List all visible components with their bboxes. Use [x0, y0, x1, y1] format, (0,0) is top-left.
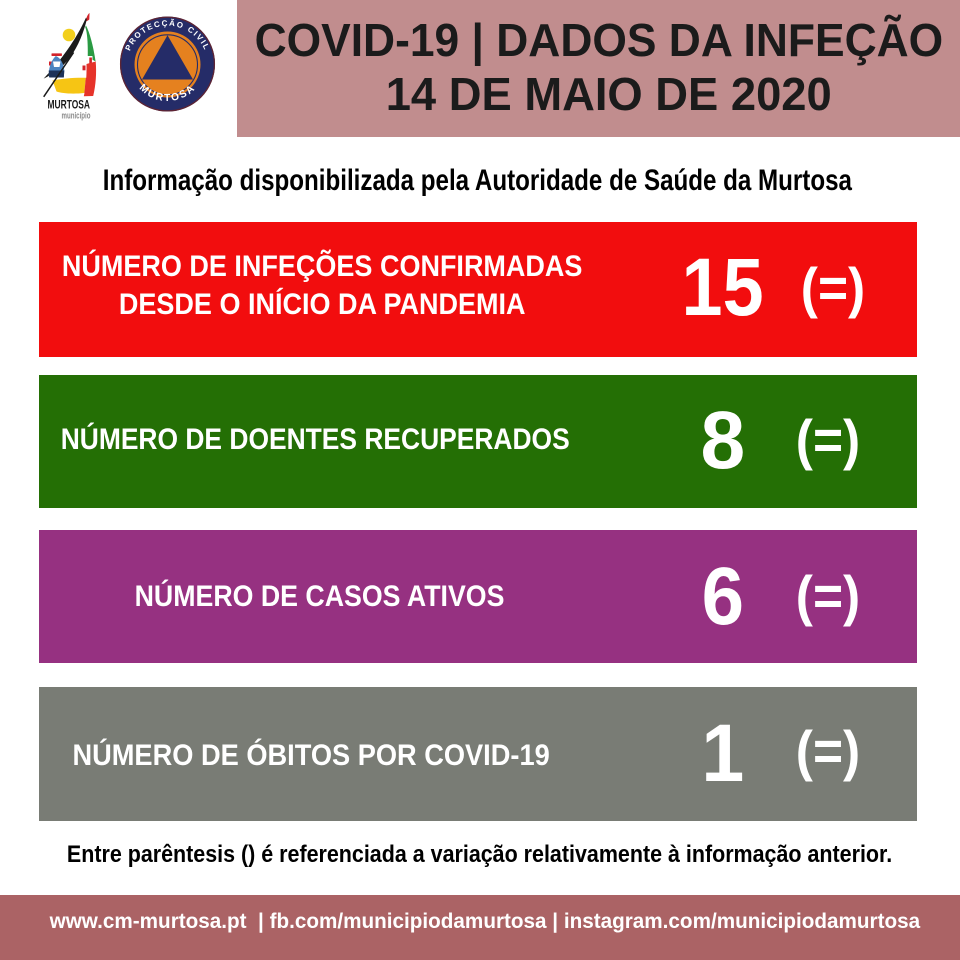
svg-text:MURTOSA: MURTOSA: [48, 98, 91, 112]
svg-text:município: município: [62, 111, 91, 122]
